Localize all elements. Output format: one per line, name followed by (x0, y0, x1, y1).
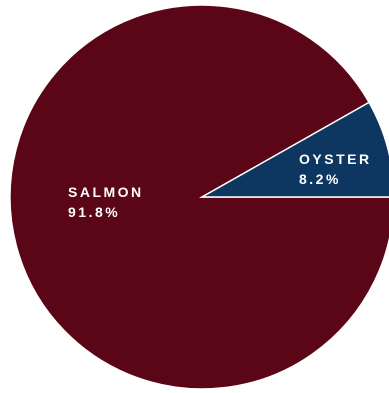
pie-labels: SALMON 91.8% OYSTER 8.2% (68, 151, 372, 220)
pie-slices (9, 4, 389, 390)
pie-slice-oyster (199, 101, 389, 198)
slice-label-salmon: SALMON (68, 184, 144, 200)
slice-value-oyster: 8.2% (299, 171, 341, 187)
slice-value-salmon: 91.8% (68, 204, 120, 220)
slice-label-oyster: OYSTER (299, 151, 372, 167)
pie-slice-salmon (9, 4, 389, 390)
